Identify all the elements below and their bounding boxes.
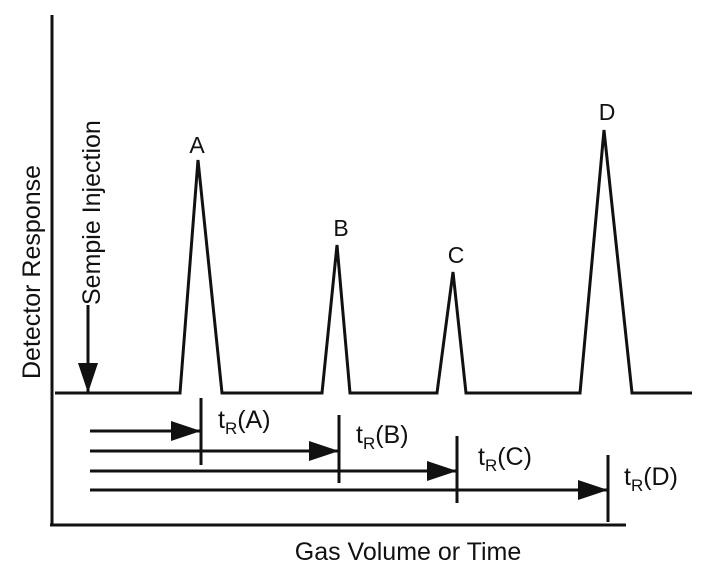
retention-label: tR(C) — [478, 443, 532, 475]
subscript: R — [485, 456, 497, 475]
peak-label: C — [448, 242, 465, 268]
injection-label: Sempie Injection — [78, 120, 106, 305]
retention-label: tR(B) — [356, 421, 409, 453]
peak-label: A — [189, 132, 205, 158]
t-symbol: t — [218, 406, 225, 434]
signal-trace — [55, 129, 692, 395]
subscript: R — [363, 434, 375, 453]
t-symbol: t — [624, 463, 631, 491]
peak-label: D — [599, 99, 616, 125]
peak-label: B — [333, 215, 348, 241]
subscript: R — [225, 419, 237, 438]
peak-ref: (B) — [375, 421, 408, 449]
x-axis-label: Gas Volume or Time — [295, 538, 521, 566]
peak-ref: (D) — [643, 463, 678, 491]
subscript: R — [631, 476, 643, 495]
peak-ref: (C) — [497, 443, 532, 471]
peak-ref: (A) — [237, 406, 270, 434]
y-axis-label: Detector Response — [18, 165, 46, 379]
t-symbol: t — [478, 443, 485, 471]
retention-label: tR(A) — [218, 406, 271, 438]
retention-label: tR(D) — [624, 463, 678, 495]
t-symbol: t — [356, 421, 363, 449]
